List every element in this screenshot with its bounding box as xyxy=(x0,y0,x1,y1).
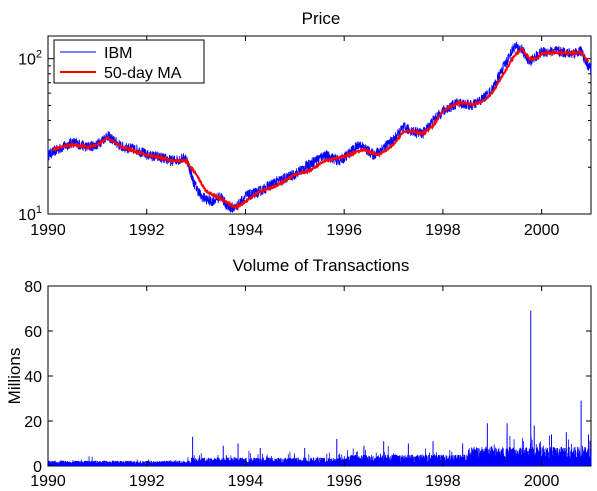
volume-axes-box xyxy=(47,285,592,467)
volume-xtick-label-1994: 1994 xyxy=(228,473,264,490)
price-title: Price xyxy=(302,9,341,28)
price-xtick-label-2000: 2000 xyxy=(524,222,560,239)
price-ticks: 1990 1992 1994 1996 1998 2000 101 102 xyxy=(18,36,591,239)
price-xtick-label-1996: 1996 xyxy=(326,222,362,239)
price-xtick-label-1992: 1992 xyxy=(129,222,165,239)
price-xtick-label-1998: 1998 xyxy=(425,222,461,239)
legend-box xyxy=(53,39,205,84)
volume-title: Volume of Transactions xyxy=(233,256,410,275)
volume-xtick-label-2000: 2000 xyxy=(524,473,560,490)
volume-ytick-label-0: 0 xyxy=(33,459,42,476)
series-ma-line xyxy=(52,47,590,211)
volume-ytick-label-80: 80 xyxy=(24,279,42,296)
price-ytick-label-10: 101 xyxy=(18,204,42,224)
legend-ma-label: 50-day MA xyxy=(104,65,182,82)
price-series xyxy=(47,41,592,213)
volume-ylabel: Millions xyxy=(5,348,24,405)
price-panel: Price 1990 1992 1994 1996 1998 2000 101 102 IBM… xyxy=(18,9,592,239)
volume-panel: Volume of Transactions 1990 1992 1994 1996 1… xyxy=(5,256,592,490)
volume-xtick-label-1998: 1998 xyxy=(425,473,461,490)
volume-ticks: 1990 1992 1994 1996 1998 2000 0 20 40 60 80 xyxy=(24,279,591,490)
volume-ytick-label-60: 60 xyxy=(24,324,42,341)
volume-ytick-label-40: 40 xyxy=(24,369,42,386)
legend-ibm-label: IBM xyxy=(104,45,132,62)
volume-ytick-label-20: 20 xyxy=(24,414,42,431)
price-xtick-label-1990: 1990 xyxy=(30,222,66,239)
price-ytick-label-100: 102 xyxy=(18,49,42,69)
volume-xtick-label-1992: 1992 xyxy=(129,473,165,490)
price-xtick-label-1994: 1994 xyxy=(228,222,264,239)
volume-xtick-label-1996: 1996 xyxy=(326,473,362,490)
volume-xtick-label-1990: 1990 xyxy=(30,473,66,490)
price-legend: IBM 50-day MA xyxy=(53,39,205,84)
